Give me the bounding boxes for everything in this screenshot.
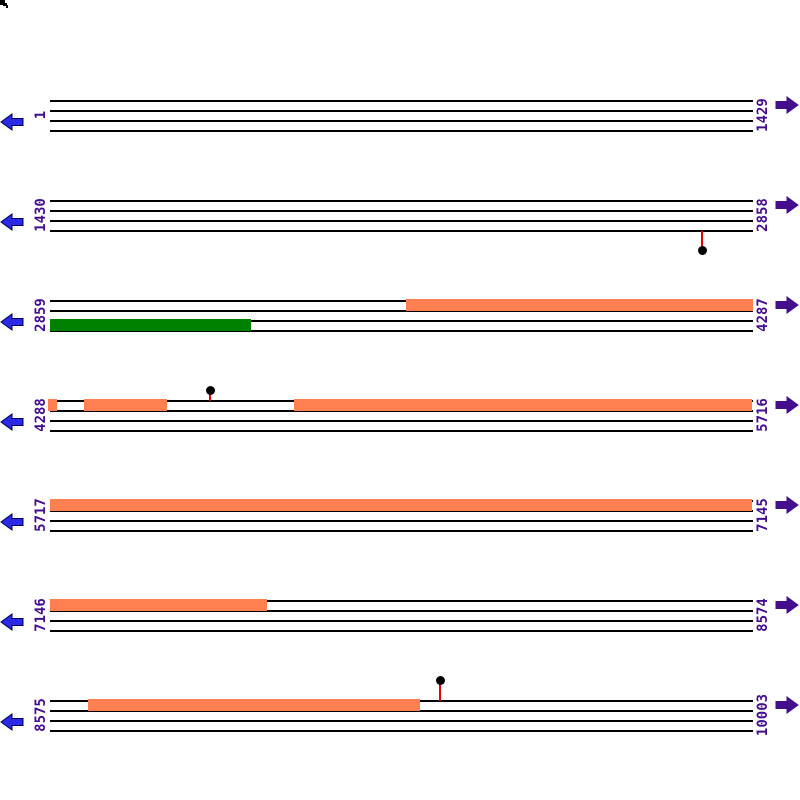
row-end-coordinate: 4287 bbox=[755, 298, 771, 332]
strand-line bbox=[50, 620, 753, 622]
marker-dot[interactable] bbox=[435, 675, 445, 685]
strand-line bbox=[50, 410, 753, 412]
strand-line bbox=[50, 530, 753, 532]
strand-line bbox=[50, 310, 753, 312]
left-arrow-icon[interactable] bbox=[0, 413, 24, 431]
strand-line bbox=[50, 120, 753, 122]
left-arrow-icon[interactable] bbox=[0, 713, 24, 731]
row-end-coordinate: 2858 bbox=[755, 198, 771, 232]
feature-bar-orange[interactable] bbox=[294, 399, 752, 411]
strand-line bbox=[50, 730, 753, 732]
right-arrow-icon[interactable] bbox=[775, 296, 799, 314]
marker-dot[interactable] bbox=[205, 385, 215, 395]
right-arrow-icon[interactable] bbox=[775, 596, 799, 614]
feature-bar-orange[interactable] bbox=[84, 399, 167, 411]
row-end-coordinate: 1429 bbox=[755, 98, 771, 132]
strand-line bbox=[50, 220, 753, 222]
row-end-coordinate: 5716 bbox=[755, 398, 771, 432]
feature-bar-orange[interactable] bbox=[88, 699, 420, 711]
row-start-coordinate: 5717 bbox=[33, 498, 49, 532]
strand-line bbox=[50, 630, 753, 632]
marker-stem bbox=[209, 394, 211, 401]
strand-line bbox=[50, 600, 753, 602]
right-arrow-icon[interactable] bbox=[775, 96, 799, 114]
feature-bar-green[interactable] bbox=[50, 319, 251, 331]
right-arrow-icon[interactable] bbox=[775, 196, 799, 214]
right-arrow-icon[interactable] bbox=[775, 496, 799, 514]
row-start-coordinate: 4288 bbox=[33, 398, 49, 432]
left-arrow-icon[interactable] bbox=[0, 313, 24, 331]
strand-line bbox=[50, 610, 753, 612]
strand-line bbox=[50, 300, 753, 302]
strand-line bbox=[50, 230, 753, 232]
marker-dot[interactable] bbox=[697, 245, 707, 255]
row-start-coordinate: 1 bbox=[33, 110, 49, 120]
strand-line bbox=[50, 320, 753, 322]
strand-line bbox=[50, 130, 753, 132]
row-start-coordinate: 7146 bbox=[33, 598, 49, 632]
row-start-coordinate: 8575 bbox=[33, 698, 49, 732]
left-arrow-icon[interactable] bbox=[0, 613, 24, 631]
left-arrow-icon[interactable] bbox=[0, 113, 24, 131]
feature-bar-orange[interactable] bbox=[50, 599, 267, 611]
right-arrow-icon[interactable] bbox=[775, 396, 799, 414]
feature-bar-orange[interactable] bbox=[48, 399, 57, 411]
strand-line bbox=[50, 720, 753, 722]
strand-line bbox=[50, 100, 753, 102]
right-arrow-icon[interactable] bbox=[775, 696, 799, 714]
marker-stem bbox=[701, 231, 703, 246]
row-start-coordinate: 2859 bbox=[33, 298, 49, 332]
left-arrow-icon[interactable] bbox=[0, 213, 24, 231]
feature-bar-orange[interactable] bbox=[406, 299, 753, 311]
strand-line bbox=[50, 710, 753, 712]
row-end-coordinate: 10003 bbox=[755, 693, 771, 737]
strand-line bbox=[50, 420, 753, 422]
row-end-coordinate: 8574 bbox=[755, 598, 771, 632]
row-end-coordinate: 7145 bbox=[755, 498, 771, 532]
strand-line bbox=[50, 330, 753, 332]
row-start-coordinate: 1430 bbox=[33, 198, 49, 232]
strand-line bbox=[50, 210, 753, 212]
strand-line bbox=[50, 430, 753, 432]
feature-bar-orange[interactable] bbox=[50, 499, 752, 511]
strand-line bbox=[50, 520, 753, 522]
strand-line bbox=[50, 110, 753, 112]
strand-line bbox=[50, 200, 753, 202]
left-arrow-icon[interactable] bbox=[0, 513, 24, 531]
strand-line bbox=[50, 510, 753, 512]
marker-stem bbox=[439, 684, 441, 701]
